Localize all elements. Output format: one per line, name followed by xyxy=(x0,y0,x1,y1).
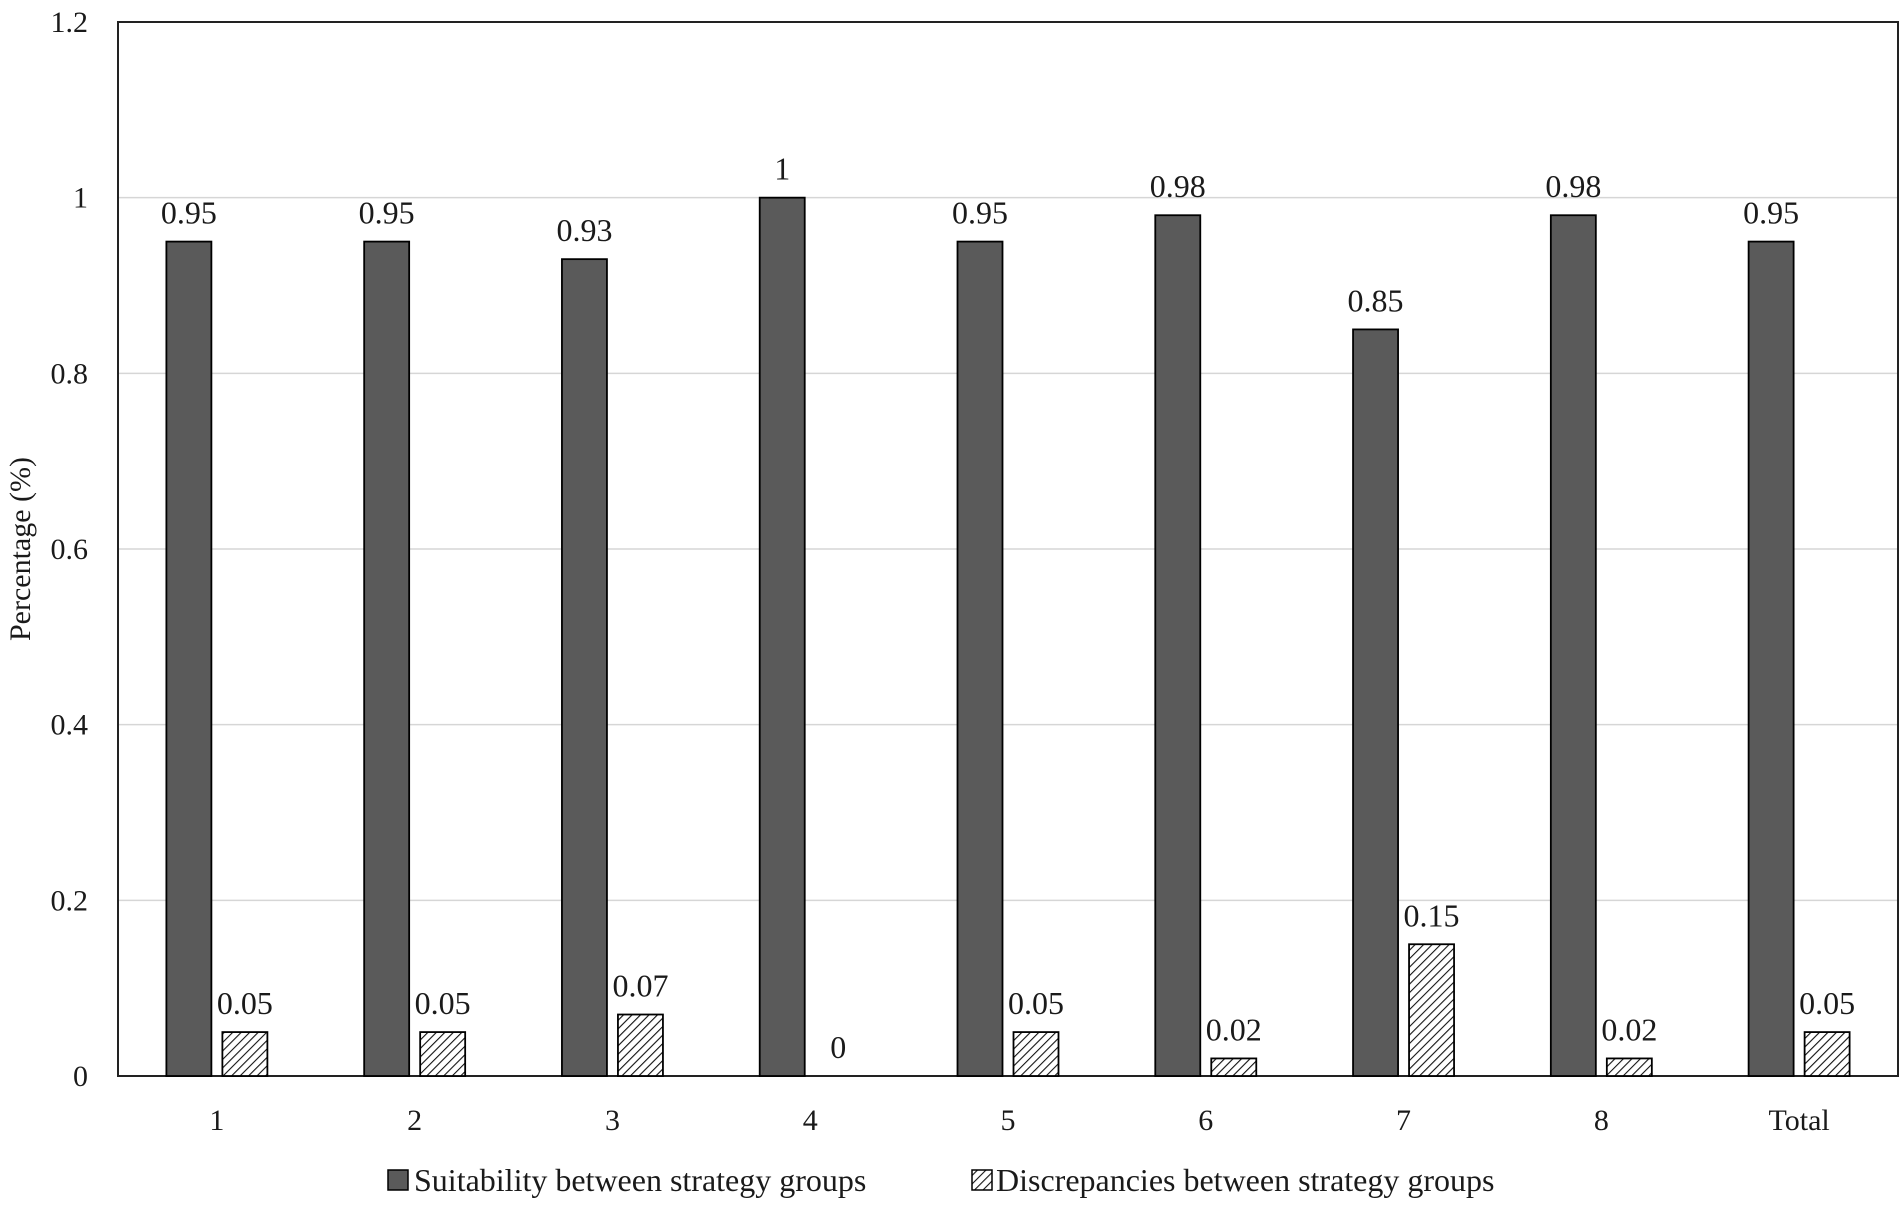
data-label-suitability: 0.98 xyxy=(1150,168,1206,204)
x-tick-label: 5 xyxy=(1001,1104,1016,1137)
bar-discrepancies xyxy=(1408,943,1455,1077)
bar-discrepancies xyxy=(419,1031,467,1077)
data-label-discrepancies: 0.02 xyxy=(1206,1011,1262,1047)
x-tick-label: 4 xyxy=(803,1104,818,1137)
data-label-discrepancies: 0.05 xyxy=(1008,985,1064,1021)
data-label-suitability: 0.95 xyxy=(161,195,217,231)
data-labels: 0.95 0.05 0.95 0.05 0.93 0.07 1 0 0.95 0.05 0.98 0.… xyxy=(161,151,1855,1065)
bar-suitability xyxy=(758,196,806,1077)
x-tick-label: 7 xyxy=(1396,1104,1411,1137)
data-label-discrepancies: 0.07 xyxy=(612,968,668,1004)
bar-discrepancies xyxy=(221,1031,269,1077)
bar-suitability xyxy=(1747,240,1795,1077)
bar-discrepancies xyxy=(1803,1031,1851,1077)
y-tick-label: 0.4 xyxy=(51,709,89,742)
x-tick-label: 3 xyxy=(605,1104,620,1137)
legend-swatch-discrepancies xyxy=(971,1169,993,1191)
data-label-suitability: 0.95 xyxy=(359,195,415,231)
data-label-suitability: 0.93 xyxy=(556,212,612,248)
bar-discrepancies xyxy=(1210,1057,1258,1077)
y-tick-label: 0 xyxy=(73,1060,88,1093)
bar-suitability xyxy=(1154,214,1202,1077)
legend: Suitability between strategy groups Disc… xyxy=(387,1162,1494,1198)
x-axis-ticks: 1 2 3 4 5 6 7 8 Total xyxy=(209,1104,1829,1137)
y-tick-label: 1.2 xyxy=(51,6,89,39)
gridlines xyxy=(118,196,1898,902)
data-label-suitability: 1 xyxy=(774,151,790,187)
data-label-suitability: 0.85 xyxy=(1348,282,1404,318)
x-tick-label: 6 xyxy=(1198,1104,1213,1137)
data-label-discrepancies: 0.05 xyxy=(415,985,471,1021)
bar-discrepancies xyxy=(1012,1031,1060,1077)
x-tick-label: 8 xyxy=(1594,1104,1609,1137)
bar-suitability xyxy=(561,258,608,1077)
bar-suitability xyxy=(1352,328,1399,1077)
y-axis-ticks: 0 0.2 0.4 0.6 0.8 1 1.2 xyxy=(51,6,89,1093)
legend-label-discrepancies: Discrepancies between strategy groups xyxy=(996,1162,1494,1198)
legend-label-suitability: Suitability between strategy groups xyxy=(414,1162,866,1198)
data-label-discrepancies: 0.05 xyxy=(1799,985,1855,1021)
bar-suitability xyxy=(363,240,411,1077)
bar-discrepancies xyxy=(1605,1057,1653,1077)
x-tick-label: Total xyxy=(1769,1104,1830,1137)
data-label-suitability: 0.98 xyxy=(1545,168,1601,204)
data-label-discrepancies: 0.02 xyxy=(1601,1011,1657,1047)
legend-swatch-suitability xyxy=(387,1169,409,1191)
data-label-discrepancies: 0 xyxy=(830,1029,846,1065)
x-tick-label: 2 xyxy=(407,1104,422,1137)
data-label-suitability: 0.95 xyxy=(952,195,1008,231)
y-axis-title: Percentage (%) xyxy=(4,457,37,641)
bar-suitability xyxy=(165,240,213,1077)
data-label-discrepancies: 0.15 xyxy=(1404,897,1460,933)
bar-suitability xyxy=(1549,214,1597,1077)
y-tick-label: 0.8 xyxy=(51,357,89,390)
bar-suitability xyxy=(956,240,1004,1077)
bar-discrepancies xyxy=(617,1013,664,1077)
data-label-suitability: 0.95 xyxy=(1743,195,1799,231)
bars xyxy=(165,196,1851,1077)
data-label-discrepancies: 0.05 xyxy=(217,985,273,1021)
plot-area-frame xyxy=(117,21,1899,1077)
y-tick-label: 0.6 xyxy=(51,533,89,566)
y-tick-label: 1 xyxy=(73,182,88,215)
y-tick-label: 0.2 xyxy=(51,884,89,917)
x-tick-label: 1 xyxy=(209,1104,224,1137)
